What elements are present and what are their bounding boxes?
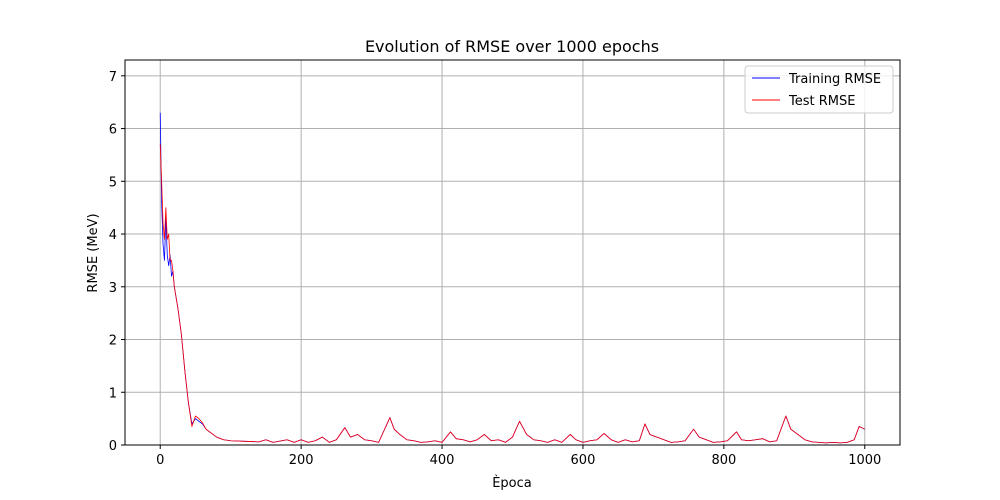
axis-ticks: 0 200 400 600 800 1000 0 1 2 3 4 5 6 7 [109, 70, 882, 468]
legend-box [744, 65, 894, 114]
y-tick-label: 3 [109, 281, 117, 296]
y-tick-label: 5 [109, 175, 117, 190]
y-tick-label: 6 [109, 123, 117, 138]
y-tick-label: 0 [109, 439, 117, 454]
series-lines [159, 112, 865, 444]
y-tick-label: 7 [109, 70, 117, 85]
legend: Training RMSE Test RMSE [744, 65, 894, 114]
x-tick-label: 1000 [848, 453, 881, 468]
x-tick-label: 800 [711, 453, 736, 468]
x-tick-label: 600 [571, 453, 596, 468]
y-tick-label: 4 [109, 228, 117, 243]
legend-label-test: Test RMSE [788, 94, 855, 109]
x-tick-label: 0 [156, 453, 164, 468]
x-tick-label: 200 [289, 453, 314, 468]
test-rmse-line [159, 144, 865, 444]
x-axis-label: Època [492, 475, 532, 491]
y-tick-label: 1 [109, 386, 117, 401]
plot-frame [124, 59, 901, 446]
y-tick-label: 2 [109, 334, 117, 349]
y-axis-label: RMSE (MeV) [86, 213, 101, 292]
chart-title: Evolution of RMSE over 1000 epochs [365, 37, 659, 56]
x-tick-label: 400 [430, 453, 455, 468]
legend-label-training: Training RMSE [788, 72, 881, 87]
